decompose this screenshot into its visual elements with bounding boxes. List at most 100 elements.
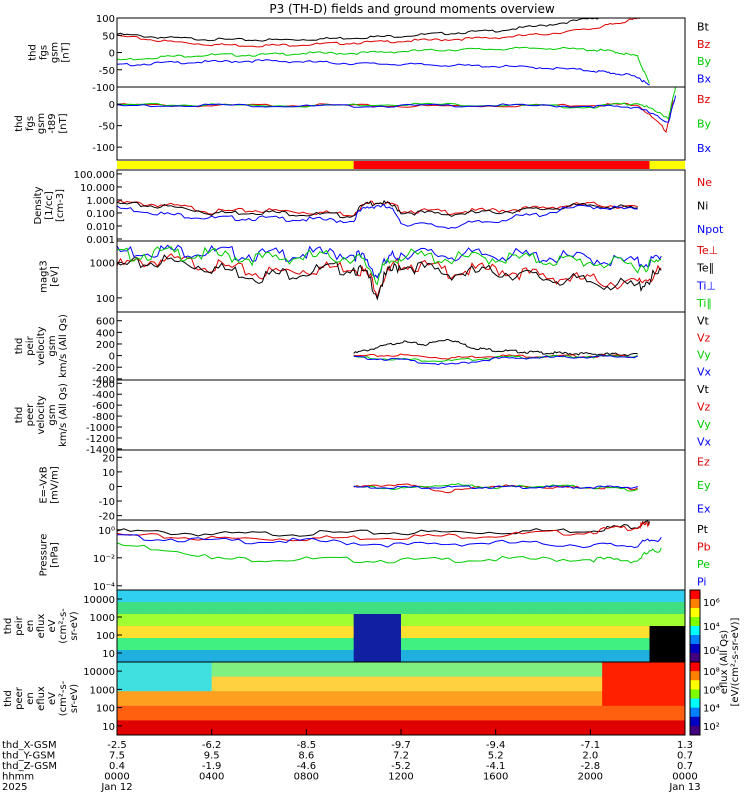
spectrogram-cell (164, 650, 177, 663)
spectrogram-cell (330, 691, 343, 707)
y-tick-label: 10 (102, 468, 115, 479)
spectrogram-cell (365, 705, 378, 721)
spectrogram-cell (140, 626, 153, 639)
spectrogram-cell (578, 638, 591, 651)
spectrogram-cell (436, 590, 449, 603)
spectrogram-cell (483, 676, 497, 692)
spectrogram-cell (602, 705, 615, 721)
series-line-Ti∥ (116, 246, 662, 286)
legend-label-Vz: Vz (697, 332, 711, 345)
spectrogram-cell (424, 590, 437, 603)
spectrogram-cell (614, 626, 627, 639)
spectrogram-cell (247, 614, 260, 627)
y-axis-label-line: fgs (25, 116, 36, 131)
spectrogram-cell (176, 650, 189, 663)
spectrogram-cell (294, 614, 307, 627)
spectrogram-cell (637, 676, 650, 692)
x-row-value: -9.4 (486, 740, 506, 751)
spectrogram-cell (199, 705, 213, 721)
spectrogram-cell (176, 691, 189, 707)
spectrogram-cell (602, 590, 615, 603)
spectrogram-cell (176, 638, 189, 651)
spectrogram-cell (128, 720, 142, 736)
spectrogram-cell (460, 626, 473, 639)
spectrogram-cell (566, 614, 579, 627)
spectrogram-cell (472, 720, 485, 736)
spectrogram-cell (117, 626, 130, 639)
spectrogram-cell (543, 590, 556, 603)
spectrogram-cell (614, 705, 627, 721)
spectrogram-cell (389, 662, 402, 678)
x-row-value: 0.7 (677, 751, 693, 762)
spectrogram-cell (661, 720, 674, 736)
colorbar-band (690, 617, 700, 627)
x-row-value: 0.4 (109, 761, 125, 772)
spectrogram-cell (637, 638, 650, 651)
spectrogram-cell (460, 638, 473, 651)
legend-label-Ey: Ey (697, 479, 711, 492)
spectrogram-cell (590, 638, 603, 651)
spectrogram-cell (270, 705, 284, 721)
spectrogram-cell (507, 691, 520, 707)
spectrogram-cell (235, 650, 248, 663)
spectrogram-cell (282, 705, 295, 721)
spectrogram-cell (578, 705, 591, 721)
spectrogram-cell (649, 720, 662, 736)
spectrogram-cell (294, 590, 307, 603)
spectrogram-cell (412, 691, 426, 707)
spectrogram-cell (483, 662, 497, 678)
spectrogram-cell (578, 650, 591, 663)
panel-frame (116, 379, 686, 451)
spectrogram-cell (128, 614, 142, 627)
panel-frame (116, 86, 686, 161)
spectrogram-cell (259, 676, 272, 692)
x-row-value: 0800 (294, 772, 319, 783)
spectrogram-cell (294, 650, 307, 663)
spectrogram-cell (128, 691, 142, 707)
spectrogram-cell (223, 614, 236, 627)
spectrogram-cell (235, 602, 248, 615)
spectrogram-cell (614, 590, 627, 603)
spectrogram-cell (507, 650, 520, 663)
spectrogram-cell (270, 720, 284, 736)
spectrogram-cell (661, 650, 674, 663)
legend-label-Vt: Vt (697, 315, 710, 328)
spectrogram-cell (152, 720, 165, 736)
spectrogram-cell (590, 650, 603, 663)
y-axis-label: Pressure [nPa] (39, 534, 61, 577)
y-tick-label: -200 (92, 379, 115, 390)
panel-pressure: 10⁰ 10⁻² 10⁻⁴ Pressure [nPa] Pt Pb Pe Pi (39, 519, 711, 593)
spectrogram-cell (247, 638, 260, 651)
spectrogram-cell (330, 720, 343, 736)
spectrogram-cell (306, 676, 319, 692)
panel-frame (116, 240, 686, 313)
y-axis-label: E=-VxB [mV/m] (39, 466, 61, 504)
spectrogram-cell (188, 602, 201, 615)
colorbar-tick-label: 10² (703, 722, 720, 733)
x-row-value: -1.9 (202, 761, 222, 772)
colorbar-label-text-2: eflux (All Qs) (719, 630, 730, 694)
spectrogram-cell (247, 662, 260, 678)
spectrogram-cell (531, 614, 544, 627)
y-axis-label-line: [eV] (50, 266, 61, 287)
y-axis-label-line: magt3 (39, 260, 50, 293)
y-axis-label: thd fgs gsm -t89 [nT] (14, 113, 69, 134)
y-tick-label: 10000 (83, 667, 115, 678)
x-row-value: -4.6 (297, 761, 317, 772)
y-tick-label: 20 (102, 453, 115, 464)
spectrogram-cell (424, 650, 437, 663)
spectrogram-cell (270, 662, 284, 678)
spectrogram-cell (614, 676, 627, 692)
y-axis-label-line: [nT] (61, 42, 72, 62)
colorbar-band (690, 671, 700, 681)
spectrogram-cell (223, 676, 236, 692)
panel-peir_en: 10000 1000 100 10 thd peir en eflux eV (cm²-s-sr-… (3, 589, 686, 663)
spectrogram-cell (637, 626, 650, 639)
x-row-value: -4.1 (486, 761, 506, 772)
y-tick-label: 100 (96, 294, 115, 305)
spectrogram-cell (318, 638, 331, 651)
spectrogram-cell (117, 676, 130, 692)
spectrogram-cell (495, 676, 508, 692)
legend-label-Vx: Vx (697, 435, 712, 448)
spectrogram-cell (353, 590, 366, 603)
